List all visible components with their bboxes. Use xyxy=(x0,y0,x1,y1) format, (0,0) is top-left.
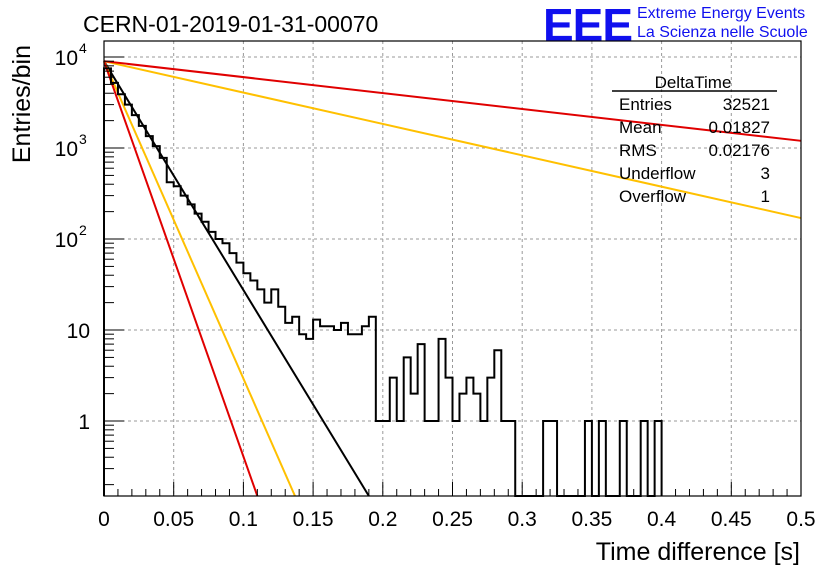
grid xyxy=(104,41,801,496)
stats-label: Underflow xyxy=(619,164,696,183)
stats-value: 0.02176 xyxy=(709,141,770,160)
chart-title: CERN-01-2019-01-31-00070 xyxy=(83,11,379,37)
x-tick-label: 0.5 xyxy=(786,508,815,531)
stats-box: DeltaTime Entries 32521 Mean 0.01827 RMS… xyxy=(612,73,777,206)
y-tick-label: 1 xyxy=(78,411,90,434)
stats-value: 32521 xyxy=(723,95,770,114)
x-axis: 0 0.05 0.1 0.15 0.2 0.25 0.3 0.35 0.4 0.45 0.5 xyxy=(98,482,816,531)
x-tick-label: 0.35 xyxy=(571,508,612,531)
stats-title: DeltaTime xyxy=(655,73,732,92)
x-tick-label: 0.15 xyxy=(293,508,334,531)
fit-line xyxy=(103,60,370,497)
stats-label: Overflow xyxy=(619,187,687,206)
fit-lines xyxy=(103,60,802,497)
fit-line xyxy=(103,60,802,220)
x-axis-label: Time difference [s] xyxy=(596,538,800,566)
y-tick-exponent: 3 xyxy=(79,131,87,147)
x-tick-label: 0.45 xyxy=(711,508,752,531)
y-tick-label: 10 xyxy=(55,229,78,252)
y-tick-label: 10 xyxy=(55,47,78,70)
stats-label: Mean xyxy=(619,118,662,137)
stats-value: 1 xyxy=(761,187,770,206)
x-tick-label: 0 xyxy=(98,508,110,531)
x-tick-label: 0.2 xyxy=(368,508,397,531)
eee-logo-text: Extreme Energy Events La Scienza nelle S… xyxy=(637,4,808,42)
x-tick-label: 0.4 xyxy=(647,508,677,531)
eee-logo-line1: Extreme Energy Events xyxy=(637,5,806,22)
stats-label: RMS xyxy=(619,141,657,160)
x-tick-label: 0.1 xyxy=(229,508,258,531)
y-tick-exponent: 2 xyxy=(79,222,87,238)
stats-label: Entries xyxy=(619,95,672,114)
fit-line xyxy=(103,60,259,497)
eee-logo-line2: La Scienza nelle Scuole xyxy=(637,24,808,41)
stats-value: 3 xyxy=(761,164,770,183)
stats-value: 0.01827 xyxy=(709,118,770,137)
eee-logo: EEE xyxy=(543,0,633,51)
x-tick-label: 0.3 xyxy=(508,508,537,531)
x-tick-label: 0.25 xyxy=(432,508,473,531)
x-tick-label: 0.05 xyxy=(153,508,194,531)
y-tick-label: 10 xyxy=(55,138,78,161)
fit-line xyxy=(103,60,802,142)
y-axis-label: Entries/bin xyxy=(8,45,36,163)
y-tick-label: 10 xyxy=(67,320,90,343)
fit-line xyxy=(103,60,296,497)
y-tick-exponent: 4 xyxy=(79,40,87,56)
